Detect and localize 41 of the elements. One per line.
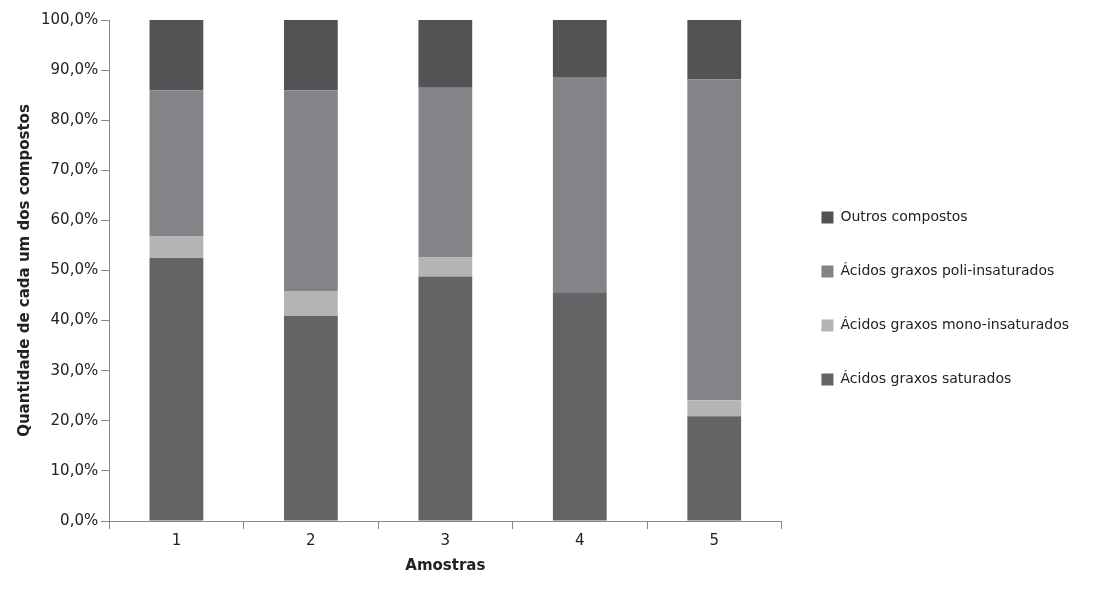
x-tick-label: 5: [709, 530, 720, 549]
y-tick-label: 10,0%: [50, 460, 99, 479]
bar: [283, 20, 338, 91]
legend-label: Ácidos graxos poli-insaturados: [840, 262, 1055, 279]
bar: [418, 87, 473, 258]
bar: [687, 79, 742, 401]
y-tick-label: 60,0%: [50, 210, 99, 229]
bar: [149, 20, 204, 91]
legend-label: Ácidos graxos mono-insaturados: [840, 316, 1070, 333]
x-tick-label: 1: [171, 530, 182, 549]
bar: [149, 236, 204, 258]
bar: [552, 77, 607, 294]
y-tick-label: 40,0%: [50, 310, 99, 329]
x-tick-label: 2: [306, 530, 316, 549]
y-tick-label: 0,0%: [60, 510, 99, 529]
y-tick-label: 20,0%: [50, 410, 99, 429]
bar: [283, 316, 338, 521]
bar: [687, 416, 742, 521]
y-tick-label: 70,0%: [50, 160, 99, 179]
y-tick-label: 50,0%: [50, 260, 99, 279]
bar: [283, 291, 338, 317]
bar: [418, 257, 473, 277]
y-axis-title: Quantidade de cada um dos compostos: [14, 104, 33, 437]
bar: [687, 20, 742, 80]
x-axis-title: Amostras: [405, 555, 486, 574]
y-tick-label: 100,0%: [40, 9, 99, 28]
bar: [149, 257, 204, 521]
y-tick-label: 80,0%: [50, 110, 99, 129]
bar: [418, 276, 473, 521]
bar: [552, 20, 607, 78]
bar: [687, 400, 742, 417]
x-tick-label: 3: [440, 530, 451, 549]
bar: [283, 90, 338, 292]
bar: [149, 90, 204, 237]
x-tick-label: 4: [575, 530, 585, 549]
bar: [418, 20, 473, 88]
y-tick-label: 90,0%: [50, 59, 99, 78]
legend-label: Outros compostos: [840, 208, 968, 225]
legend-label: Ácidos graxos saturados: [840, 370, 1012, 387]
bar: [552, 293, 607, 521]
y-tick-label: 30,0%: [50, 360, 99, 379]
